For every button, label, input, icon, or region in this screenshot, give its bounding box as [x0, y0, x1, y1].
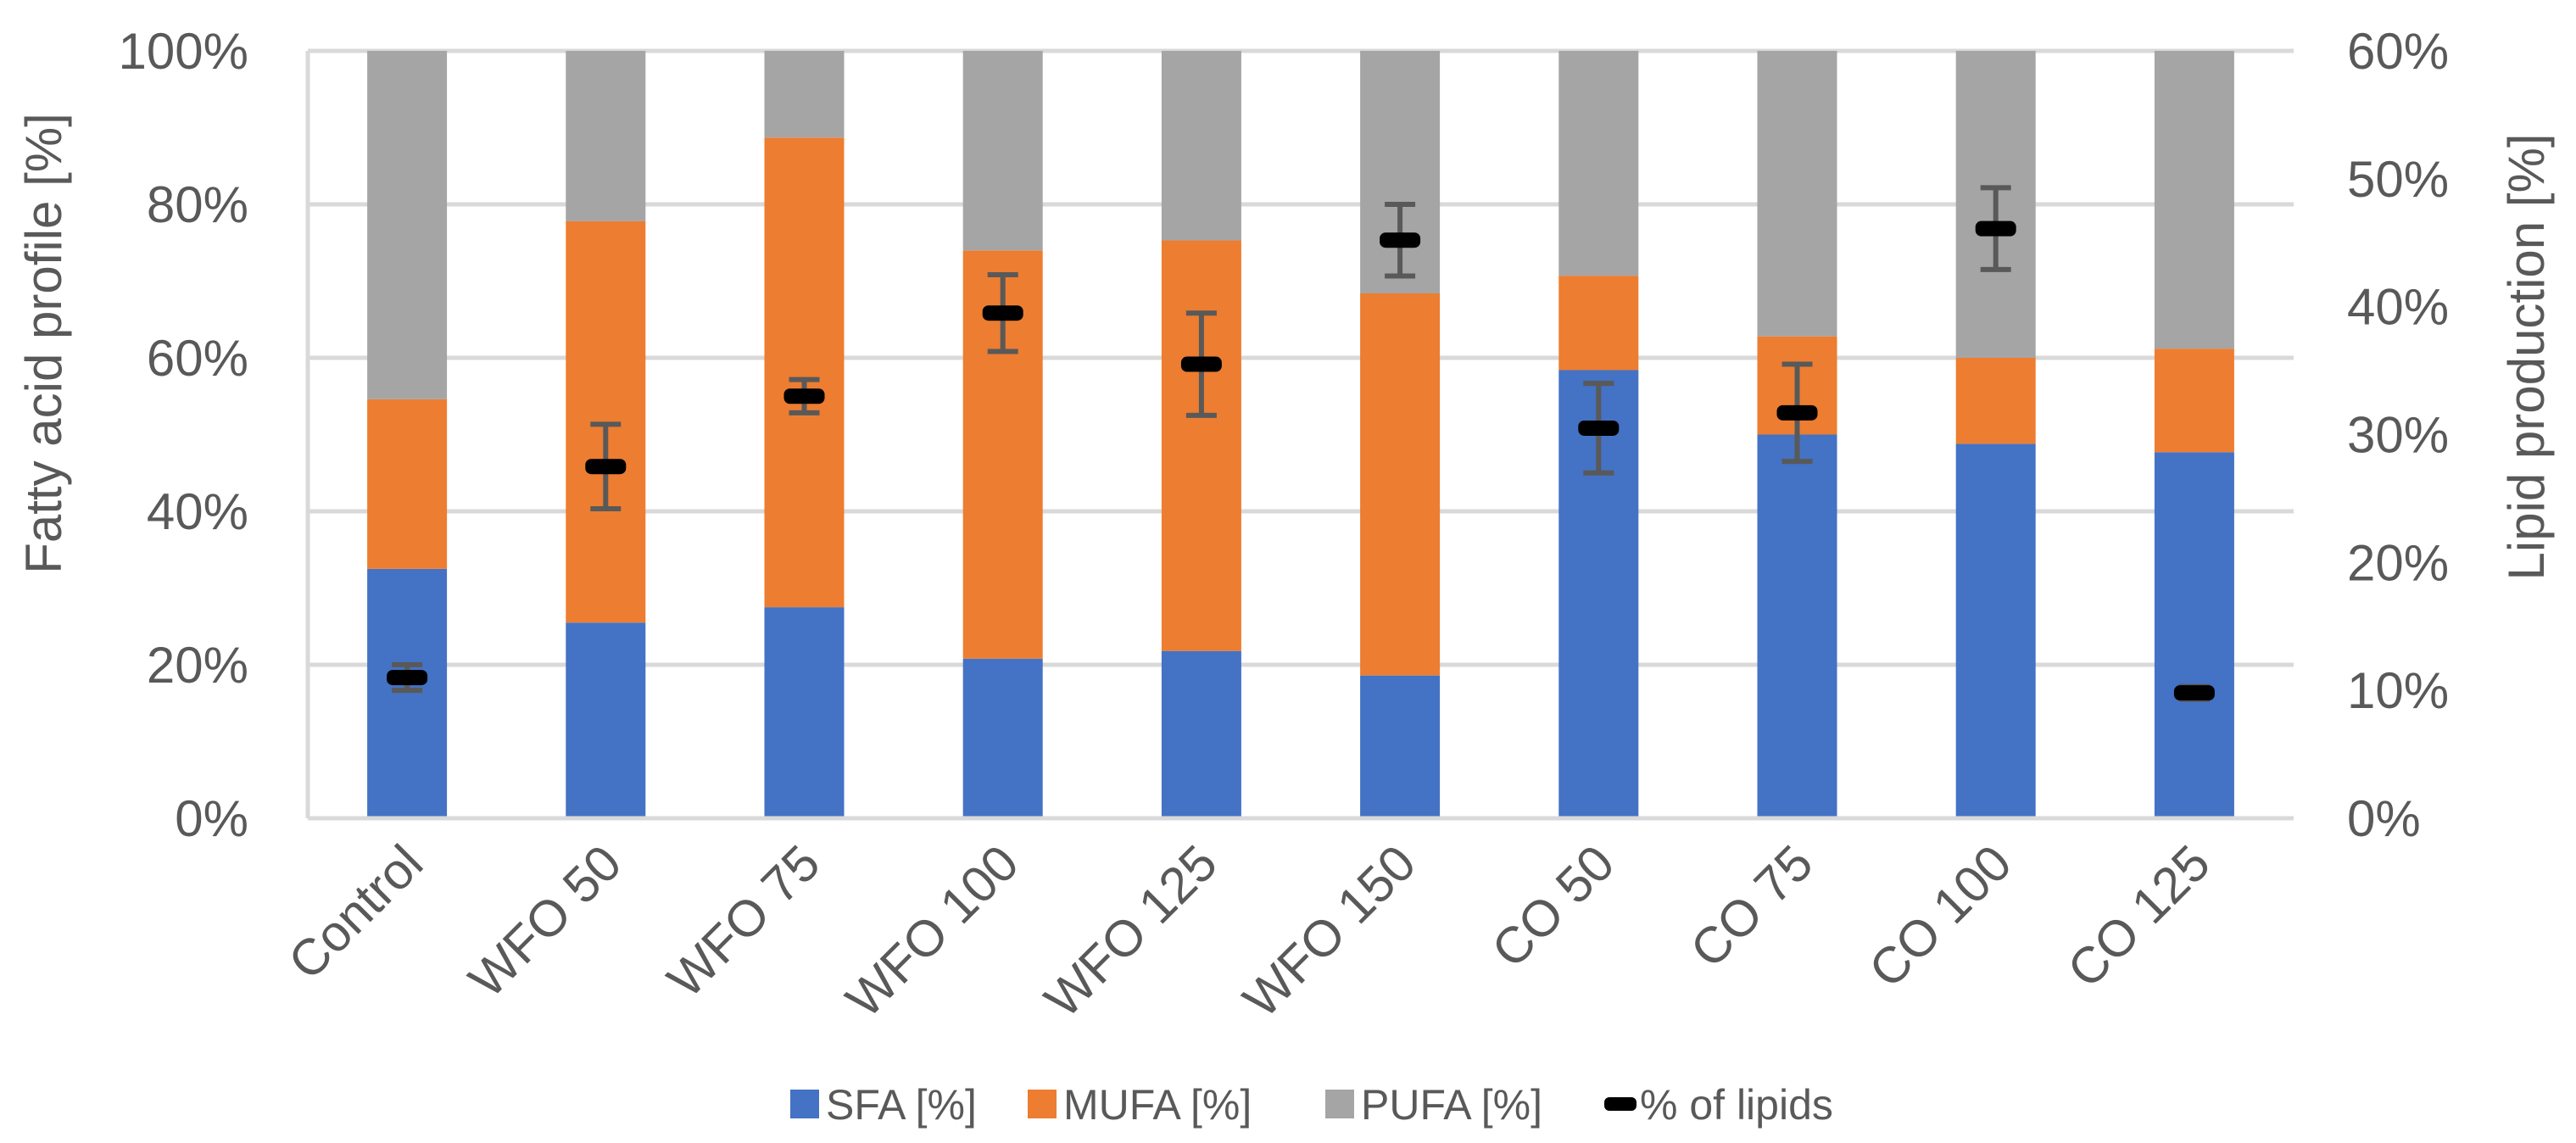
legend-label: PUFA [%]: [1361, 1081, 1542, 1129]
legend-swatch: [1028, 1090, 1057, 1118]
tick-labels: 0% 20% 40% 60% 80% 100% 0% 10% 20% 30% 40% 50% 60% Co…: [119, 23, 2450, 1029]
lipid-marker: [1380, 232, 1421, 248]
y-tick-label: 0%: [175, 790, 248, 847]
x-tick-label: CO 50: [1480, 834, 1625, 979]
bar-sfa: [367, 568, 448, 818]
lipid-marker: [982, 305, 1023, 321]
bar-mufa: [1558, 276, 1639, 371]
legend-label: SFA [%]: [826, 1081, 977, 1129]
lipid-marker: [1975, 220, 2016, 237]
bar-sfa: [962, 658, 1043, 818]
y2-tick-label: 0%: [2347, 790, 2421, 847]
axes: [305, 51, 2294, 821]
y2-tick-label: 10%: [2347, 662, 2449, 719]
y-tick-label: 60%: [147, 330, 248, 387]
bar-sfa: [1955, 443, 2036, 818]
lipid-marker: [1776, 404, 1818, 421]
bar-mufa: [764, 137, 845, 608]
y2-tick-label: 30%: [2347, 407, 2449, 464]
lipid-marker: [1180, 356, 1222, 372]
bar-mufa: [1955, 358, 2036, 444]
y2-tick-label: 50%: [2347, 151, 2449, 208]
bar-pufa: [1161, 51, 1241, 241]
lipid-marker: [585, 459, 627, 475]
bar-mufa: [1161, 240, 1241, 651]
bar-mufa: [2154, 348, 2234, 453]
lipid-marker: [1578, 420, 1620, 436]
bar-pufa: [1757, 51, 1837, 337]
lipid-markers: [387, 185, 2215, 702]
lipid-marker: [783, 388, 825, 404]
x-tick-label: CO 75: [1680, 834, 1824, 979]
lipid-marker: [2173, 685, 2215, 701]
y-tick-label: 80%: [147, 176, 248, 233]
bar-pufa: [962, 51, 1043, 251]
x-tick-label: WFO 100: [835, 834, 1029, 1029]
legend-label: MUFA [%]: [1063, 1081, 1252, 1129]
bar-sfa: [1161, 650, 1241, 818]
y2-axis-title: Lipid production [%]: [2498, 134, 2555, 581]
y-axis-title: Fatty acid profile [%]: [15, 113, 72, 574]
bar-pufa: [566, 51, 646, 221]
x-tick-label: Control: [277, 834, 433, 990]
y-tick-label: 40%: [147, 483, 248, 540]
bar-sfa: [764, 607, 845, 818]
bar-sfa: [2154, 452, 2234, 818]
x-tick-label: WFO 50: [458, 834, 632, 1008]
stacked-bars: [367, 51, 2234, 819]
y-tick-label: 20%: [147, 637, 248, 694]
legend-label: % of lipids: [1640, 1081, 1833, 1129]
x-tick-label: WFO 150: [1232, 834, 1426, 1029]
lipid-marker: [387, 670, 428, 686]
bar-pufa: [2154, 51, 2234, 349]
y-tick-label: 100%: [119, 23, 248, 80]
legend-swatch: [790, 1090, 819, 1118]
bar-pufa: [764, 51, 845, 138]
y2-tick-label: 20%: [2347, 534, 2449, 591]
bar-pufa: [367, 51, 448, 399]
bar-mufa: [367, 399, 448, 569]
bar-sfa: [566, 622, 646, 818]
x-tick-label: CO 100: [1858, 834, 2022, 999]
y2-tick-label: 60%: [2347, 23, 2449, 80]
bar-mufa: [1360, 293, 1441, 676]
bar-sfa: [1360, 675, 1441, 818]
x-tick-label: WFO 125: [1034, 834, 1228, 1029]
bar-pufa: [1558, 51, 1639, 276]
legend: SFA [%] MUFA [%] PUFA [%] % of lipids: [790, 1081, 1833, 1129]
y2-tick-label: 40%: [2347, 279, 2449, 336]
x-tick-label: WFO 75: [656, 834, 830, 1008]
bar-sfa: [1757, 434, 1837, 818]
legend-swatch: [1604, 1097, 1636, 1111]
legend-swatch: [1325, 1090, 1354, 1118]
x-tick-label: CO 125: [2056, 834, 2221, 999]
